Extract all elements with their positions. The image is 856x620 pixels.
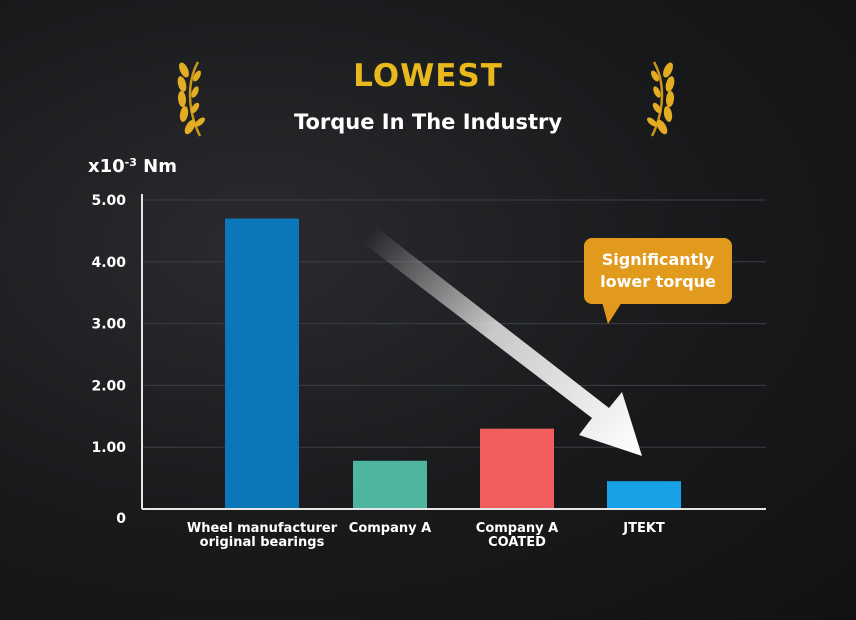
y-tick-label-2: 2.00 — [91, 378, 126, 394]
laurel-right-icon — [647, 61, 675, 137]
unit-exponent: -3 — [124, 156, 137, 169]
category-label-2: Company A COATED — [476, 521, 558, 550]
bar-0 — [225, 218, 299, 510]
y-tick-label-3: 3.00 — [91, 317, 126, 333]
bar-2 — [480, 428, 554, 509]
category-label-1: Company A — [349, 521, 431, 536]
y-tick-label-5: 5.00 — [91, 193, 126, 209]
unit-suffix: Nm — [136, 156, 177, 177]
category-label-3: JTEKT — [622, 521, 665, 536]
y-tick-label-0: 0 — [116, 511, 126, 527]
unit-base: x10 — [88, 156, 125, 177]
laurel-left-icon — [177, 61, 205, 137]
y-tick-label-4: 4.00 — [91, 255, 126, 271]
category-label-0: Wheel manufacturer original bearings — [187, 521, 338, 550]
downward-trend-arrow — [359, 224, 642, 456]
page-title: LOWEST — [353, 58, 503, 94]
y-tick-label-1: 1.00 — [91, 440, 126, 456]
bar-3 — [607, 481, 681, 509]
bar-1 — [353, 460, 427, 509]
callout-line-1: Significantly — [601, 250, 715, 269]
callout-tail — [602, 302, 622, 324]
callout-bubble: Significantly lower torque — [584, 238, 732, 304]
callout-line-2: lower torque — [600, 272, 716, 291]
page-subtitle: Torque In The Industry — [293, 110, 563, 134]
y-axis-unit-label: x10-3 Nm — [88, 156, 177, 177]
